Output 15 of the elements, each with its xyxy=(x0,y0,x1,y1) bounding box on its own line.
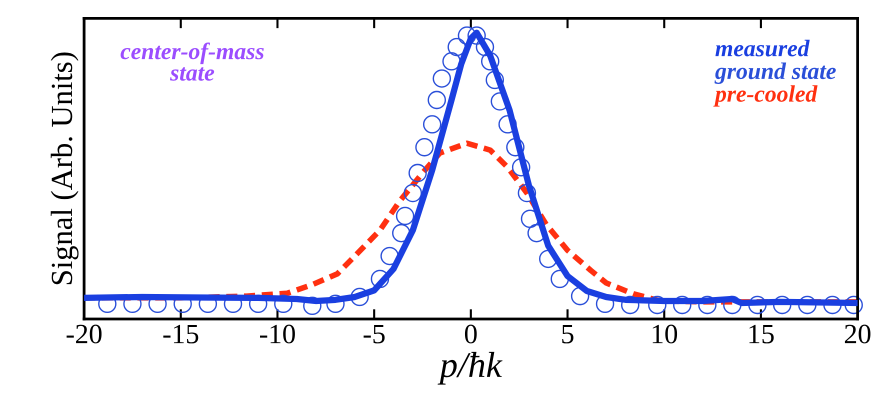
x-tick-label: 0 xyxy=(464,324,477,344)
x-tick-label: 10 xyxy=(652,324,678,344)
x-tick-label: -20 xyxy=(66,324,102,344)
annotation: center-of-mass state xyxy=(120,42,264,81)
x-tick-label: -10 xyxy=(260,324,295,344)
x-tick-label: -15 xyxy=(163,324,198,344)
y-axis-title: Signal (Arb. Units) xyxy=(50,52,79,284)
x-tick-label: 20 xyxy=(844,324,870,344)
text: ground state xyxy=(714,62,836,84)
x-tick-label: 15 xyxy=(749,324,774,344)
x-tick-label: 5 xyxy=(562,324,574,344)
x-tick-label: -5 xyxy=(364,324,385,344)
text: pre-cooled xyxy=(713,85,818,107)
x-axis-title: p/ħk xyxy=(438,352,502,385)
text: measured xyxy=(715,40,810,56)
